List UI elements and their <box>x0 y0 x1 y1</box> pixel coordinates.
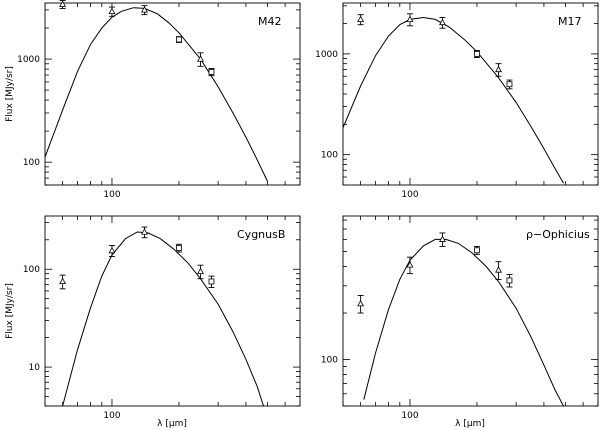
x-tick-label: 100 <box>103 411 120 421</box>
panel-m42: 100 100 1000 M42 Flux [MJy/sr] <box>5 0 301 200</box>
data-point-square <box>474 51 480 57</box>
plot-frame <box>342 215 599 407</box>
y-axis-label: Flux [MJy/sr] <box>5 66 15 122</box>
data-point-square <box>208 69 215 75</box>
data-point-triangle <box>197 55 204 62</box>
model-curve <box>62 231 264 406</box>
plot-frame <box>44 215 301 407</box>
x-tick-label: 100 <box>103 190 120 200</box>
y-tick-label: 100 <box>23 158 40 168</box>
data-point-triangle <box>141 228 148 235</box>
data-point-square <box>176 36 182 43</box>
panel-rho-ophicius: 100 100 ρ−Ophicius λ [μm] <box>321 215 599 429</box>
data-point-triangle <box>108 246 116 254</box>
x-tick-label: 100 <box>401 190 418 200</box>
panel-title: ρ−Ophicius <box>526 228 590 241</box>
panel-cygnusb: 100 10 100 CygnusB Flux [MJy/sr] λ [μm] <box>5 215 301 429</box>
data-point-square <box>176 245 182 251</box>
data-point-triangle <box>141 6 148 13</box>
data-point-square <box>208 278 215 285</box>
y-axis-label: Flux [MJy/sr] <box>5 283 15 339</box>
panel-title: M17 <box>558 15 582 28</box>
panel-m17: 100 100 1000 M17 <box>315 2 599 200</box>
data-point-triangle <box>495 266 502 273</box>
y-tick-label: 1000 <box>315 50 338 60</box>
data-point-square <box>474 247 480 254</box>
y-tick-label: 10 <box>29 363 41 373</box>
y-tick-label: 1000 <box>17 55 40 65</box>
x-axis-label: λ [μm] <box>157 419 187 429</box>
data-point-triangle <box>59 0 67 7</box>
data-point-triangle <box>406 261 414 268</box>
y-tick-label: 100 <box>23 265 40 275</box>
model-curve <box>343 16 564 184</box>
panel-title: CygnusB <box>237 228 285 241</box>
x-axis-label: λ [μm] <box>455 419 485 429</box>
data-point-triangle <box>439 235 446 242</box>
data-point-triangle <box>357 15 365 22</box>
model-curve <box>363 238 564 406</box>
data-point-square <box>506 277 513 284</box>
data-point-triangle <box>59 277 67 285</box>
plot-frame <box>44 2 301 186</box>
model-curve <box>45 7 268 182</box>
data-point-square <box>506 81 513 88</box>
data-point-triangle <box>439 18 446 26</box>
data-point-triangle <box>108 7 116 15</box>
plot-frame <box>342 2 599 186</box>
y-tick-label: 100 <box>321 356 338 366</box>
data-point-triangle <box>357 299 365 307</box>
x-tick-label: 100 <box>401 411 418 421</box>
data-point-triangle <box>495 65 502 73</box>
panel-title: M42 <box>258 15 282 28</box>
y-tick-label: 100 <box>321 151 338 161</box>
data-point-triangle <box>406 15 414 22</box>
data-point-triangle <box>197 267 204 275</box>
